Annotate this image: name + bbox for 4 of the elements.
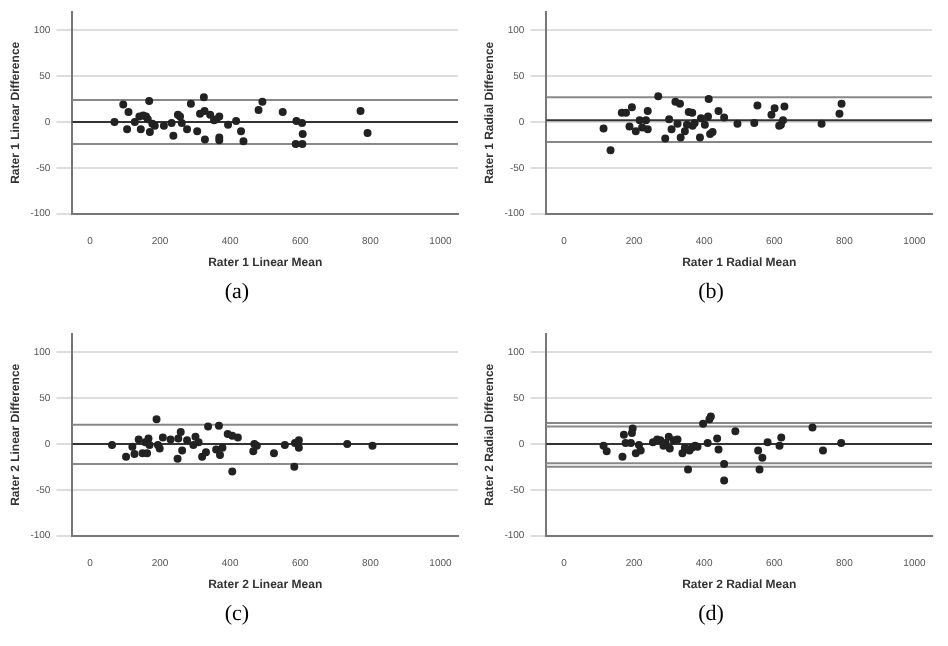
text: (a) (224, 280, 250, 304)
text: (b) (698, 280, 724, 304)
text: (d) (698, 602, 724, 626)
text: (c) (224, 602, 250, 626)
